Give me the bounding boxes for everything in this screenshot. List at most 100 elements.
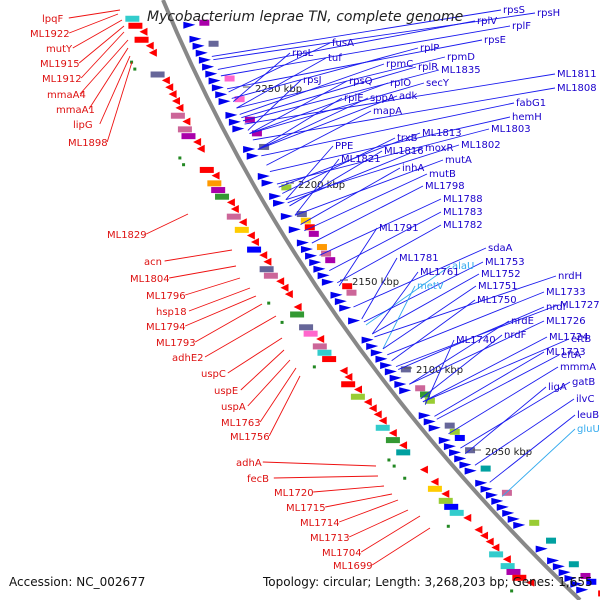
forward-feature-arrow: [475, 479, 488, 487]
feature-block: [501, 489, 512, 496]
leader-line: [257, 95, 398, 150]
forward-feature-arrow: [261, 179, 274, 187]
leader-line: [395, 304, 559, 368]
gene-label: ML1813: [422, 128, 462, 139]
leader-line: [213, 12, 536, 61]
leader-line: [252, 87, 556, 141]
reverse-feature-arrow: [502, 555, 511, 564]
forward-feature-arrow: [552, 563, 565, 571]
reverse-feature-arrow: [373, 410, 382, 419]
leader-line: [353, 247, 487, 308]
leader-line: [448, 366, 559, 435]
leader-line: [464, 386, 547, 455]
reverse-feature-arrow: [145, 41, 154, 50]
leader-line: [361, 257, 398, 320]
feature-block: [444, 422, 455, 429]
feature-block: [500, 563, 515, 570]
gene-label: PPE: [335, 141, 353, 152]
leader-line: [422, 338, 570, 403]
forward-feature-arrow: [507, 515, 520, 523]
gene-label: ML1715: [286, 503, 326, 514]
leader-line: [285, 145, 334, 201]
leader-line: [244, 73, 556, 125]
forward-feature-arrow: [480, 485, 493, 493]
feature-block: [385, 437, 400, 444]
leader-line: [409, 320, 545, 385]
feature-block: [438, 497, 453, 504]
feature-block: [177, 126, 192, 133]
reverse-feature-arrow: [430, 477, 439, 486]
feature-block: [281, 184, 292, 191]
gene-label: ML1793: [156, 338, 196, 349]
feature-block: [303, 330, 318, 337]
leader-line: [249, 82, 425, 135]
leader-line: [249, 80, 348, 134]
leader-line: [185, 295, 257, 327]
leader-line: [239, 63, 385, 115]
gene-label: nrdI: [546, 302, 566, 313]
leader-line: [382, 285, 416, 350]
leader-line: [372, 273, 480, 335]
leader-line: [146, 213, 189, 235]
gene-label: ML1811: [557, 69, 597, 80]
feature-block: [215, 193, 230, 200]
gene-label: uspA: [221, 402, 246, 413]
leader-line: [99, 55, 131, 125]
leader-line: [339, 499, 399, 523]
gene-label: ML1782: [443, 220, 483, 231]
backbone-arc: [161, 0, 582, 600]
feature-block: [211, 187, 226, 194]
reverse-feature-arrow: [441, 489, 450, 498]
leader-line: [276, 128, 490, 185]
gene-label: gluU: [577, 424, 600, 435]
rna-marker: [446, 524, 450, 528]
gene-label: nrdF: [504, 330, 527, 341]
feature-block: [251, 130, 262, 137]
gene-label: uspC: [201, 369, 226, 380]
feature-block: [506, 568, 521, 575]
reverse-feature-arrow: [480, 531, 489, 540]
feature-block: [342, 283, 353, 290]
gene-label: hemH: [512, 112, 542, 123]
gene-label: rplE: [344, 93, 364, 104]
gene-label: mutB: [429, 169, 456, 180]
leader-line: [231, 47, 419, 99]
gene-label: rpsE: [484, 35, 506, 46]
tick-label: 2050 kbp: [485, 447, 532, 458]
leader-line: [185, 277, 241, 296]
reverse-feature-arrow: [139, 27, 148, 36]
forward-feature-arrow: [496, 503, 509, 511]
feature-block: [207, 180, 222, 187]
leader-line: [422, 336, 548, 403]
leader-line: [211, 9, 502, 57]
feature-block: [512, 574, 527, 581]
reverse-feature-arrow: [263, 257, 272, 266]
forward-feature-arrow: [225, 111, 238, 119]
feature-block: [424, 397, 435, 404]
reverse-feature-arrow: [491, 543, 500, 552]
feature-block: [350, 393, 365, 400]
forward-feature-arrow: [339, 304, 352, 312]
forward-feature-arrow: [296, 239, 309, 247]
gene-label: rpsQ: [349, 76, 373, 87]
forward-feature-arrow: [384, 368, 397, 376]
feature-block: [480, 465, 491, 472]
forward-feature-arrow: [464, 467, 477, 475]
gene-label: ML1898: [68, 138, 108, 149]
feature-block: [308, 230, 319, 237]
feature-block: [300, 217, 311, 224]
gene-label: ML1723: [546, 347, 586, 358]
feature-block: [234, 96, 245, 103]
feature-block: [263, 272, 278, 279]
leader-line: [236, 56, 446, 109]
feature-block: [322, 356, 337, 363]
reverse-feature-arrow: [193, 137, 202, 146]
leader-line: [329, 211, 442, 272]
forward-feature-arrow: [547, 557, 560, 565]
feature-block: [199, 166, 214, 173]
feature-block: [316, 244, 327, 251]
forward-feature-arrow: [535, 545, 548, 553]
feature-block: [317, 349, 332, 356]
gene-label: rpsL: [292, 48, 314, 59]
forward-feature-arrow: [273, 199, 286, 207]
